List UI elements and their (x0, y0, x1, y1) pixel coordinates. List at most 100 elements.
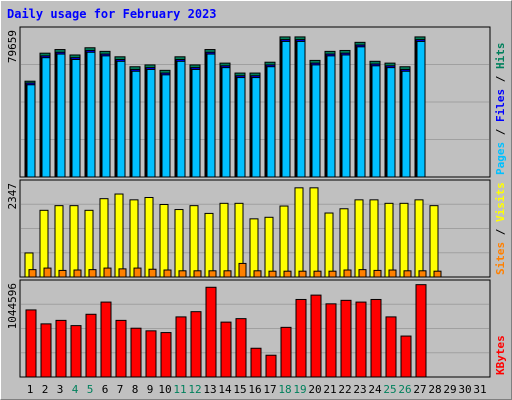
kbytes-bar (415, 284, 427, 378)
visits-bar (69, 205, 79, 278)
day-label: 18 (278, 383, 291, 396)
day-label: 3 (57, 383, 64, 396)
pages-bar (56, 53, 66, 178)
day-label: 12 (188, 383, 201, 396)
day-label: 30 (458, 383, 471, 396)
visits-bar (264, 216, 274, 278)
day-label: 29 (443, 383, 456, 396)
sites-bar (223, 270, 232, 278)
legend-visits: Visits (494, 182, 507, 222)
sites-bar (268, 270, 277, 278)
pages-bar (281, 40, 291, 178)
sites-bar (373, 269, 382, 278)
pages-bar (206, 53, 216, 178)
day-label: 27 (413, 383, 426, 396)
kbytes-bar (220, 321, 232, 378)
legend-kbytes: KBytes (494, 335, 507, 375)
visits-bar (39, 209, 49, 278)
kbytes-bar (160, 332, 172, 378)
panel-1-legend: Pages / Files / Hits (494, 43, 507, 176)
pages-bar (41, 57, 51, 178)
sites-bar (58, 269, 67, 278)
kbytes-bar (100, 301, 112, 378)
visits-bar (414, 199, 424, 278)
kbytes-bar (70, 325, 82, 378)
sites-bar (343, 269, 352, 278)
sites-bar (328, 270, 337, 278)
day-label: 15 (233, 383, 246, 396)
sites-bar (133, 267, 142, 278)
visits-bar (324, 212, 334, 278)
visits-bar (99, 198, 109, 278)
pages-bar (386, 67, 396, 178)
visits-bar (339, 208, 349, 278)
pages-bar (236, 77, 246, 178)
visits-bar (354, 199, 364, 278)
sites-bar (193, 270, 202, 278)
kbytes-bar (25, 309, 37, 378)
kbytes-bar (55, 319, 67, 378)
pages-bar (131, 70, 141, 178)
day-label: 4 (72, 383, 79, 396)
pages-bar (176, 60, 186, 178)
legend-hits: Hits (494, 43, 507, 70)
day-label: 26 (398, 383, 411, 396)
pages-bar (116, 60, 126, 178)
day-label: 1 (27, 383, 34, 396)
legend-pages: Pages (494, 142, 507, 175)
pages-bar (266, 66, 276, 178)
sites-bar (163, 269, 172, 278)
day-label: 23 (353, 383, 366, 396)
kbytes-bar (190, 311, 202, 378)
day-label: 24 (368, 383, 382, 396)
panel-2-max-label: 2347 (6, 183, 19, 210)
kbytes-bar (280, 326, 292, 378)
pages-bar (146, 68, 156, 178)
day-label: 17 (263, 383, 276, 396)
sites-bar (28, 269, 37, 278)
pages-bar (101, 55, 111, 178)
day-label: 25 (383, 383, 396, 396)
visits-bar (54, 205, 64, 278)
visits-bar (369, 199, 379, 278)
kbytes-bar (310, 294, 322, 378)
visits-bar (144, 197, 154, 278)
visits-bar (399, 202, 409, 278)
day-label: 28 (428, 383, 441, 396)
sites-bar (103, 267, 112, 278)
day-label: 16 (248, 383, 261, 396)
day-label: 10 (158, 383, 171, 396)
day-label: 9 (147, 383, 154, 396)
sites-bar (208, 270, 217, 278)
kbytes-bar (295, 298, 307, 378)
kbytes-bar (250, 347, 262, 378)
panel-1-max-label: 79659 (6, 30, 19, 63)
panel-2-legend: Sites / Visits (494, 182, 507, 275)
kbytes-bar (265, 354, 277, 378)
visits-bar (309, 187, 319, 278)
day-label: 5 (87, 383, 94, 396)
sites-bar (433, 270, 442, 278)
pages-bar (371, 65, 381, 178)
pages-bar (251, 77, 261, 178)
pages-bar (26, 84, 36, 178)
panel-3-max-label: 1044596 (6, 283, 19, 329)
sites-bar (403, 270, 412, 278)
pages-bar (326, 55, 336, 178)
visits-bar (84, 209, 94, 278)
kbytes-bar (400, 335, 412, 378)
kbytes-bar (175, 316, 187, 378)
kbytes-bar (40, 323, 52, 378)
legend-sites: Sites (494, 242, 507, 275)
sites-bar (313, 270, 322, 278)
day-label: 19 (293, 383, 306, 396)
sites-bar (148, 268, 157, 278)
panel-3-legend: KBytes (494, 335, 507, 375)
day-label: 13 (203, 383, 216, 396)
sites-bar (388, 269, 397, 278)
kbytes-bar (370, 298, 382, 378)
day-label: 11 (173, 383, 186, 396)
kbytes-bar (340, 299, 352, 378)
sites-bar (178, 270, 187, 278)
